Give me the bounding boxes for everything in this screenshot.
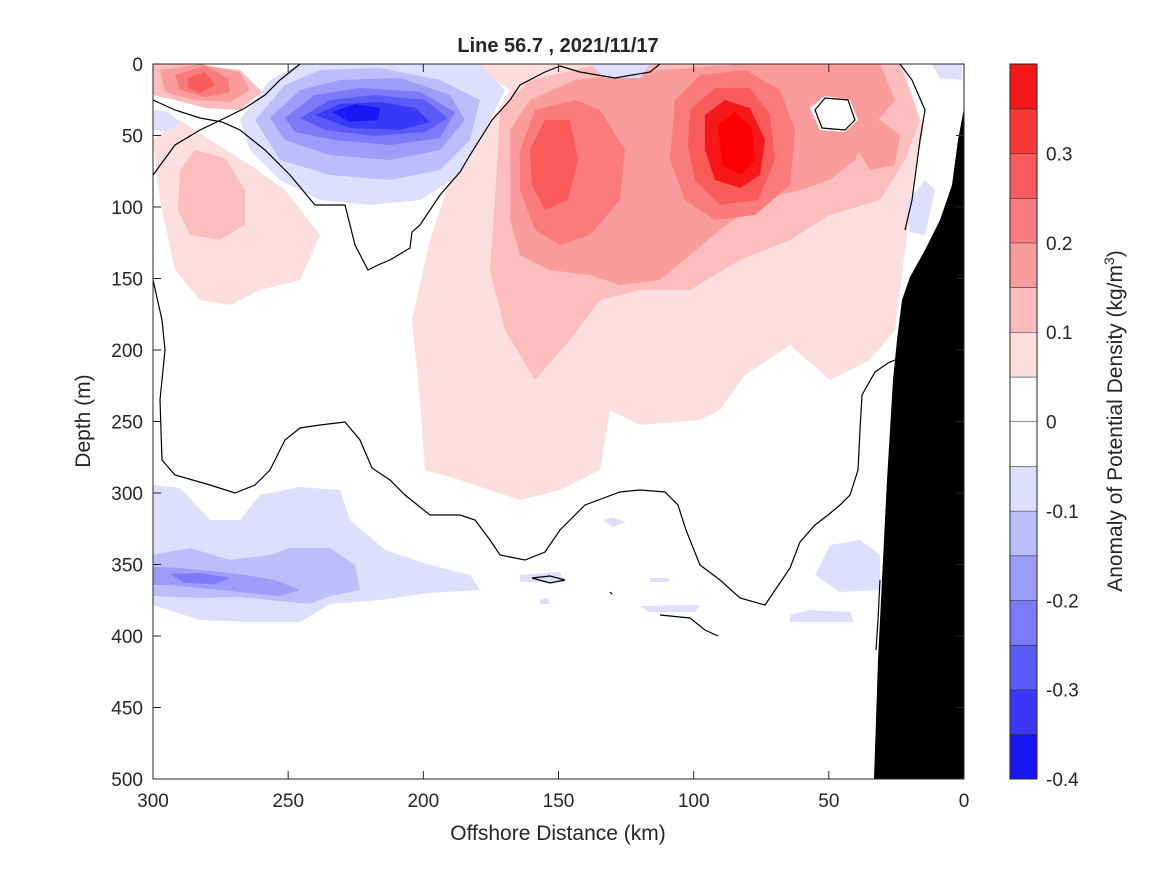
- field-pos-level-7: [718, 112, 755, 175]
- y-axis-label: Depth (m): [72, 374, 95, 467]
- field-pos-level-3c: [858, 120, 900, 170]
- zero-contours: [153, 64, 926, 651]
- field-neg-deep-1e: [410, 565, 440, 580]
- field-neg-level-7: [332, 104, 380, 122]
- zero-contour-10: [875, 579, 881, 651]
- y-tick-label: 100: [111, 198, 143, 219]
- colorbar-swatch: [1010, 332, 1037, 377]
- field-neg-deep-1b: [815, 540, 880, 592]
- x-axis: 300 250 200 150 100 50 0: [137, 64, 969, 812]
- colorbar-swatch: [1010, 466, 1037, 511]
- chart-title: Line 56.7 , 2021/11/17: [457, 35, 658, 57]
- y-tick-label: 450: [111, 699, 143, 720]
- colorbar-label: Anomaly of Potential Density (kg/m3): [1101, 250, 1127, 592]
- zero-contour-5: [814, 97, 856, 131]
- colorbar-tick-label: 0.3: [1046, 144, 1072, 165]
- colorbar-label-close: ): [1104, 250, 1127, 257]
- colorbar-tick-label: -0.1: [1046, 502, 1079, 523]
- field-neg-deep-2: [153, 548, 360, 604]
- colorbar-swatch: [1010, 287, 1037, 333]
- y-tick-label: 300: [111, 484, 143, 505]
- colorbar-tick-label: 0: [1046, 413, 1057, 434]
- colorbar-swatch: [1010, 64, 1037, 109]
- colorbar-swatch: [1010, 644, 1037, 690]
- field-neg-deep-4: [170, 573, 230, 584]
- colorbar-swatch: [1010, 555, 1037, 601]
- field-neg-level-1d: [932, 64, 962, 80]
- colorbar-tick-label: -0.3: [1046, 681, 1079, 702]
- y-tick-label: 400: [111, 627, 143, 648]
- colorbar-label-text: Anomaly of Potential Density (kg/m: [1104, 265, 1127, 592]
- y-tick-label: 150: [111, 270, 143, 291]
- colorbar-border: [1009, 63, 1038, 780]
- colorbar-label-sup: 3: [1101, 257, 1117, 265]
- zero-contour-8: [659, 614, 719, 637]
- zero-contour-2: [153, 65, 561, 271]
- field-zero-hole: [810, 96, 858, 132]
- colorbar: 0.3 0.2 0.1 0 -0.1 -0.2 -0.3 -0.4: [1009, 63, 1079, 791]
- colorbar-tick-label: 0.2: [1046, 234, 1072, 255]
- x-tick-label: 150: [543, 791, 575, 812]
- colorbar-swatch: [1010, 421, 1037, 467]
- field-pos-level-5c: [188, 72, 215, 93]
- field-neg-level-1b: [153, 110, 180, 132]
- colorbar-tick-label: -0.4: [1046, 770, 1079, 791]
- x-tick-label: 250: [272, 791, 304, 812]
- y-tick-label: 350: [111, 556, 143, 577]
- field-neg-level-1e: [905, 180, 935, 235]
- colorbar-tick-label: -0.2: [1046, 591, 1079, 612]
- zero-contour-9: [609, 591, 613, 595]
- field-neg-deep-1h: [540, 598, 550, 604]
- field-neg-deep-1g: [650, 578, 670, 582]
- colorbar-swatch: [1010, 108, 1037, 154]
- y-tick-label: 50: [122, 127, 143, 148]
- colorbar-tick-label: 0.1: [1046, 323, 1072, 344]
- zero-contour-3: [559, 64, 661, 79]
- field-neg-deep-1i: [640, 605, 700, 612]
- y-tick-label: 500: [111, 770, 143, 791]
- zero-contour-1: [153, 64, 301, 176]
- colorbar-swatch: [1010, 689, 1037, 735]
- zero-contour-7: [531, 575, 566, 584]
- colorbar-swatch: [1010, 376, 1037, 422]
- y-tick-label: 0: [132, 55, 143, 76]
- y-tick-label: 200: [111, 341, 143, 362]
- density-anomaly-field: [153, 64, 964, 779]
- colorbar-swatch: [1010, 242, 1037, 288]
- x-tick-label: 0: [959, 791, 970, 812]
- x-axis-label: Offshore Distance (km): [450, 822, 666, 845]
- field-pos-level-5: [530, 120, 578, 210]
- y-axis: 0 50 100 150 200 250 300 350 400 450 500: [111, 55, 964, 791]
- colorbar-swatch: [1010, 600, 1037, 645]
- field-nan-gap: [153, 622, 964, 779]
- y-tick-label: 250: [111, 413, 143, 434]
- x-tick-label: 50: [818, 791, 839, 812]
- x-tick-label: 200: [407, 791, 439, 812]
- colorbar-swatch: [1010, 153, 1037, 199]
- colorbar-swatch: [1010, 510, 1037, 556]
- zero-contour-6: [153, 279, 896, 606]
- colorbar-swatch: [1010, 734, 1037, 779]
- x-tick-label: 100: [678, 791, 710, 812]
- colorbar-swatch: [1010, 198, 1037, 243]
- field-pos-level-2b: [178, 150, 245, 240]
- zero-contour-4: [899, 64, 926, 231]
- x-tick-label: 300: [137, 791, 169, 812]
- field-neg-deep-1d: [603, 517, 626, 527]
- bottom-topography: [874, 108, 964, 779]
